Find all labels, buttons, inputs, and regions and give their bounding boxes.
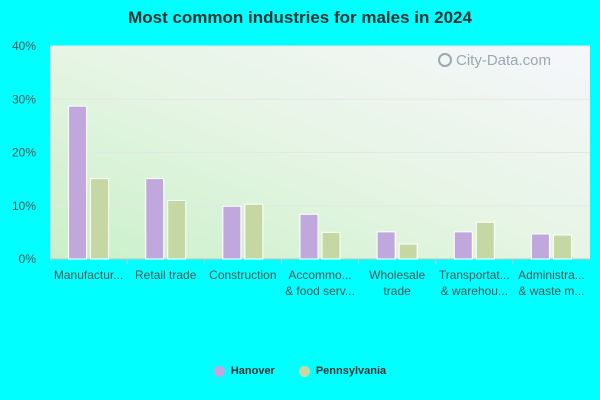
y-tick-label: 30% [12,92,36,106]
legend-label: Pennsylvania [315,365,387,377]
bars [68,105,572,260]
bar-hanover-6 [530,233,550,260]
bar-pennsylvania-4 [398,243,418,260]
y-tick-label: 40% [12,39,36,53]
watermark-text: City-Data.com [456,52,552,69]
legend-item-pennsylvania: Pennsylvania [298,365,387,377]
bar-hanover-4 [376,231,396,260]
bar-hanover-5 [453,231,473,260]
y-tick-label: 20% [12,146,36,160]
y-tick-label: 10% [12,199,36,213]
x-category-label: & waste m... [518,284,584,298]
legend-swatch [298,365,310,377]
bar-hanover-1 [145,178,165,260]
x-category-label: Manufactur... [54,268,123,282]
x-category-label: & warehou... [441,284,508,298]
x-category-label: Construction [209,268,276,282]
bar-hanover-0 [68,105,88,260]
x-category-label: Administra... [518,268,585,282]
x-category-label: & food serv... [285,284,355,298]
bar-pennsylvania-2 [244,203,264,260]
legend-label: Hanover [230,365,275,377]
x-category-label: trade [383,284,411,298]
x-category-label: Transportat... [439,268,510,282]
x-category-label: Retail trade [135,268,197,282]
bar-pennsylvania-0 [90,178,110,260]
bar-pennsylvania-3 [321,231,341,260]
x-axis: Manufactur... Retail trade Construction Acc… [54,259,585,298]
bar-pennsylvania-6 [552,234,572,260]
bar-hanover-3 [299,213,319,260]
x-category-label: Accommo... [288,268,351,282]
chart-title: Most common industries for males in 2024 [128,8,472,27]
watermark: City-Data.com [438,52,551,69]
y-axis: 0% 10% 20% 30% 40% [12,39,36,266]
x-category-label: Wholesale [369,268,425,282]
legend: Hanover Pennsylvania [0,365,600,377]
legend-swatch [213,365,225,377]
bar-pennsylvania-5 [475,221,495,260]
legend-item-hanover: Hanover [213,365,275,377]
bar-pennsylvania-1 [167,199,187,260]
gridlines [50,45,590,260]
bar-hanover-2 [222,205,242,260]
magnifier-icon [438,53,452,67]
y-tick-label: 0% [19,252,37,266]
